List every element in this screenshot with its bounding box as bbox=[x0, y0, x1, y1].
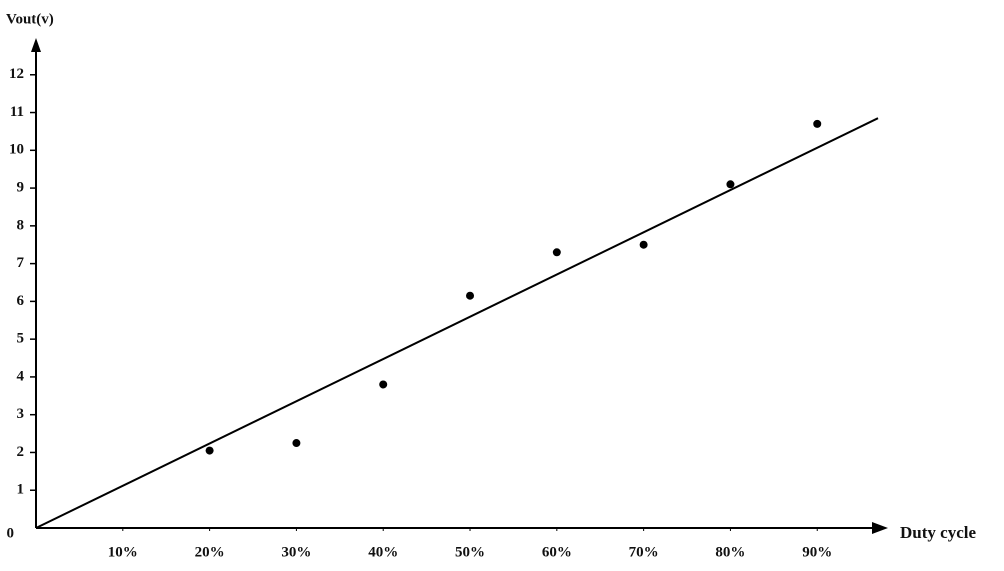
x-axis-label: Duty cycle bbox=[900, 523, 976, 542]
point bbox=[205, 446, 214, 455]
x-tick-label: 80% bbox=[715, 544, 745, 560]
point bbox=[813, 119, 822, 128]
y-tick-label: 2 bbox=[17, 444, 25, 460]
y-tick-label: 10 bbox=[9, 142, 24, 158]
x-tick-label: 40% bbox=[368, 544, 398, 560]
x-tick-label: 70% bbox=[629, 544, 659, 560]
point bbox=[726, 180, 735, 189]
y-tick-label: 7 bbox=[17, 255, 25, 271]
point bbox=[552, 248, 561, 257]
y-tick-label: 3 bbox=[17, 406, 25, 422]
trend-line bbox=[35, 117, 879, 529]
y-tick-label: 9 bbox=[17, 180, 25, 196]
y-tick-label: 4 bbox=[17, 368, 25, 384]
y-axis-arrow bbox=[31, 38, 41, 52]
y-tick-label: 6 bbox=[17, 293, 25, 309]
x-tick-label: 30% bbox=[281, 544, 311, 560]
y-tick-label: 0 bbox=[7, 525, 15, 541]
point bbox=[639, 240, 648, 249]
y-tick-label: 11 bbox=[10, 104, 24, 120]
point bbox=[379, 380, 388, 389]
y-tick-label: 5 bbox=[17, 331, 25, 347]
y-tick-label: 1 bbox=[17, 482, 25, 498]
x-tick-label: 10% bbox=[108, 544, 138, 560]
point bbox=[466, 291, 475, 300]
y-axis-label: Vout(v) bbox=[6, 11, 54, 27]
x-tick-label: 50% bbox=[455, 544, 485, 560]
x-tick-label: 20% bbox=[195, 544, 225, 560]
x-axis-arrow bbox=[872, 522, 888, 534]
x-tick-label: 60% bbox=[542, 544, 572, 560]
y-tick-label: 8 bbox=[17, 217, 25, 233]
y-tick-label: 12 bbox=[9, 66, 24, 82]
x-tick-label: 90% bbox=[802, 544, 832, 560]
point bbox=[292, 439, 301, 448]
